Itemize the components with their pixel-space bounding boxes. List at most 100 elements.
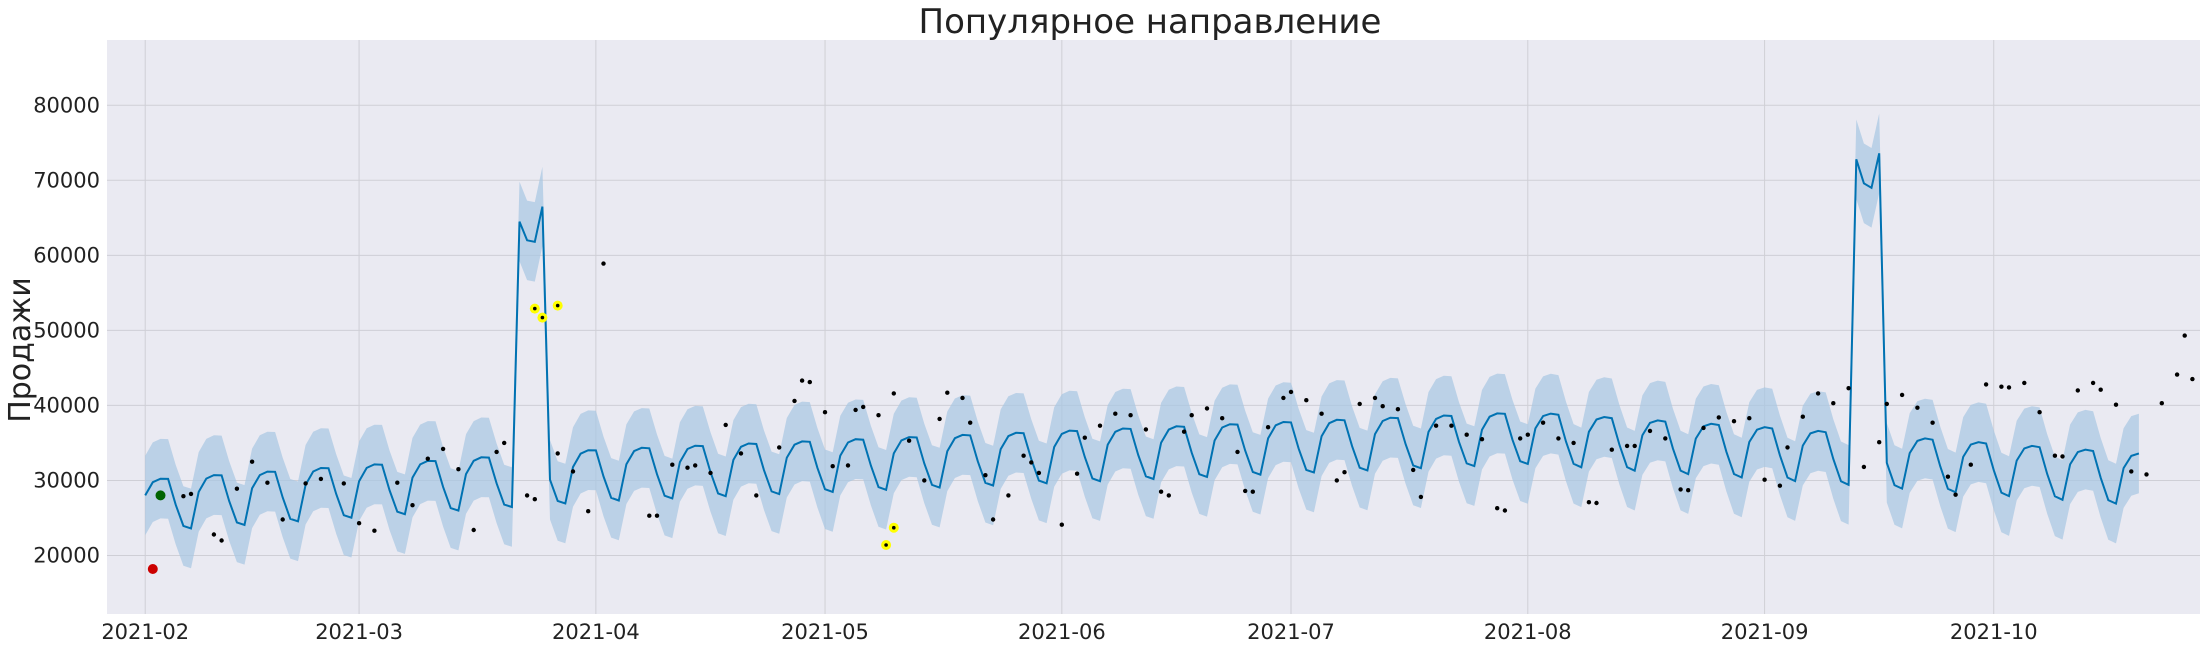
observed-point (280, 517, 285, 522)
observed-point (1518, 436, 1523, 441)
observed-point (1877, 440, 1882, 445)
anomaly-dot (892, 525, 896, 530)
observed-point (181, 494, 186, 499)
observed-point (2022, 380, 2027, 386)
observed-point (2098, 387, 2103, 392)
observed-point (1449, 423, 1454, 428)
observed-point (1158, 489, 1164, 494)
forecast-line (144, 153, 2140, 530)
observed-point (555, 451, 560, 456)
observed-point (1716, 415, 1722, 420)
observed-point (2144, 472, 2149, 477)
observed-point (685, 465, 690, 470)
observed-point (318, 476, 324, 482)
observed-point (654, 513, 660, 518)
observed-point (1495, 506, 1500, 511)
observed-point (303, 481, 308, 486)
observed-point (1235, 449, 1240, 455)
observed-point (1464, 432, 1469, 437)
x-tick-label: 2021-05 (781, 620, 869, 644)
observed-point (1281, 395, 1286, 401)
observed-point (830, 464, 835, 469)
observed-point (1334, 478, 1340, 483)
observed-point (2060, 454, 2065, 459)
observed-point (2174, 372, 2180, 377)
observed-point (532, 497, 537, 502)
y-tick-label: 30000 (33, 468, 100, 492)
observed-point (1113, 411, 1118, 416)
y-tick-label: 40000 (33, 393, 100, 417)
x-tick-label: 2021-02 (101, 620, 189, 644)
observed-point (906, 438, 912, 443)
observed-point (1265, 425, 1271, 430)
anomaly-dot (884, 543, 888, 547)
observed-point (754, 493, 759, 498)
observed-point (1747, 416, 1752, 421)
observed-point (1831, 401, 1836, 406)
observed-point (570, 469, 576, 474)
observed-point (1143, 427, 1149, 432)
observed-point (1380, 404, 1385, 409)
observed-point (807, 379, 812, 385)
anomaly-dot (533, 306, 537, 311)
observed-point (1594, 500, 1599, 506)
observed-point (1006, 493, 1011, 498)
observed-point (1036, 470, 1042, 476)
observed-point (777, 445, 782, 450)
observed-point (945, 390, 950, 395)
observed-point (738, 451, 744, 456)
chart-title: Популярное направление (919, 2, 1382, 42)
observed-point (456, 467, 461, 472)
observed-point (1647, 428, 1653, 434)
observed-point (1288, 389, 1294, 395)
observed-point (425, 456, 430, 461)
observed-point (1166, 493, 1172, 498)
observed-point (1304, 398, 1309, 403)
observed-point (234, 486, 240, 491)
observed-point (1945, 474, 1951, 479)
highlighted-points (147, 300, 899, 574)
observed-point (693, 463, 698, 468)
plot-area (107, 40, 2200, 614)
observed-point (1800, 414, 1806, 419)
observed-point (891, 391, 896, 396)
observed-point (1915, 405, 1920, 410)
observed-point (1342, 470, 1347, 475)
observed-point (1762, 477, 1767, 482)
observed-point (845, 463, 851, 468)
observed-point (822, 410, 828, 415)
observed-point (249, 459, 255, 464)
uncertainty-band (145, 113, 2139, 569)
observed-point (1999, 384, 2004, 389)
observed-point (2113, 402, 2119, 407)
observed-point (1357, 401, 1362, 407)
observed-point (1204, 406, 1210, 411)
observed-point (1220, 416, 1225, 421)
x-tick-label: 2021-07 (1247, 620, 1335, 644)
observed-point (1319, 411, 1324, 416)
observed-point (341, 481, 346, 486)
observed-point (188, 491, 194, 497)
observed-point (2190, 376, 2195, 382)
observed-point (1479, 437, 1485, 442)
observed-point (601, 261, 606, 266)
observed-point (1571, 440, 1576, 446)
observed-point (1395, 407, 1401, 412)
observed-point (853, 407, 858, 413)
x-axis-ticks: 2021-02 2021-03 2021-04 2021-05 2021-06 2021-… (101, 620, 2037, 644)
observed-point (723, 422, 728, 428)
observed-point (922, 478, 927, 483)
observed-point (670, 462, 675, 467)
observed-point (2006, 385, 2012, 390)
observed-point (2075, 388, 2080, 393)
x-tick-label: 2021-03 (315, 620, 403, 644)
observed-point (1632, 443, 1637, 449)
observed-point (960, 395, 965, 401)
green-marker (155, 490, 166, 501)
observed-point (1678, 487, 1683, 492)
observed-points (181, 261, 2195, 543)
observed-point (1731, 419, 1737, 424)
observed-point (1411, 467, 1416, 473)
observed-point (1815, 391, 1821, 396)
